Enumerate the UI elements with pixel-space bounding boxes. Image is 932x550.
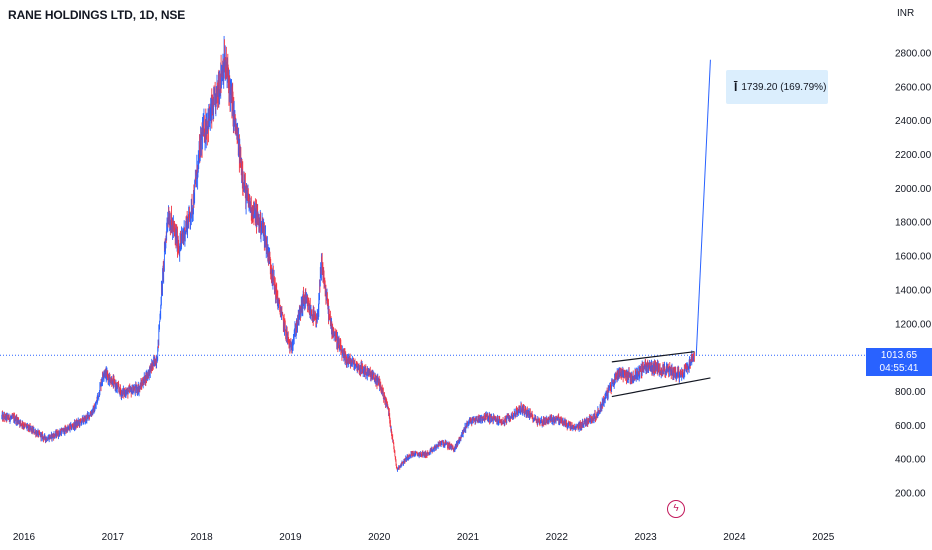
last-price-value: 1013.65 — [880, 350, 918, 361]
y-tick-label: 1400.00 — [895, 285, 932, 296]
trendlines-layer[interactable] — [611, 59, 711, 398]
x-tick-label: 2016 — [13, 532, 36, 543]
bar-countdown: 04:55:41 — [879, 363, 919, 374]
y-tick-label: 400.00 — [895, 455, 926, 466]
measure-range-icon: Ī — [734, 80, 738, 94]
x-tick-label: 2025 — [812, 532, 835, 543]
channel-upper-line[interactable] — [611, 351, 695, 363]
x-tick-label: 2019 — [279, 532, 302, 543]
y-tick-label: 600.00 — [895, 421, 926, 432]
symbol-title[interactable]: RANE HOLDINGS LTD, 1D, NSE — [8, 8, 186, 22]
channel-lower-line[interactable] — [611, 377, 711, 398]
flash-icon[interactable]: ϟ — [667, 500, 685, 518]
y-tick-label: 200.00 — [895, 489, 926, 500]
x-tick-label: 2023 — [634, 532, 657, 543]
y-tick-label: 2200.00 — [895, 150, 932, 161]
measure-tool-label[interactable]: Ī 1739.20 (169.79%) — [726, 70, 828, 104]
currency-label[interactable]: INR — [897, 8, 915, 19]
candles-layer — [1, 35, 695, 472]
y-tick-label: 2600.00 — [895, 82, 932, 93]
x-tick-label: 2020 — [368, 532, 391, 543]
y-tick-label: 1600.00 — [895, 252, 932, 263]
projection-line[interactable] — [695, 59, 711, 356]
time-axis[interactable]: 2016 2017 2018 2019 2020 2021 2022 2023 2024 2025 — [13, 532, 835, 543]
measure-value: 1739.20 (169.79%) — [741, 81, 827, 93]
y-tick-label: 2000.00 — [895, 184, 932, 195]
price-axis[interactable]: 2800.00 2600.00 2400.00 2200.00 2000.00 1800.… — [895, 49, 932, 500]
y-tick-label: 1200.00 — [895, 319, 932, 330]
x-tick-label: 2022 — [546, 532, 569, 543]
y-tick-label: 2800.00 — [895, 49, 932, 60]
y-tick-label: 2400.00 — [895, 116, 932, 127]
x-tick-label: 2018 — [190, 532, 213, 543]
last-price-badge: 1013.65 04:55:41 — [866, 348, 932, 376]
y-tick-label: 1800.00 — [895, 218, 932, 229]
x-tick-label: 2021 — [457, 532, 480, 543]
y-tick-label: 800.00 — [895, 387, 926, 398]
x-tick-label: 2024 — [723, 532, 746, 543]
x-tick-label: 2017 — [102, 532, 125, 543]
